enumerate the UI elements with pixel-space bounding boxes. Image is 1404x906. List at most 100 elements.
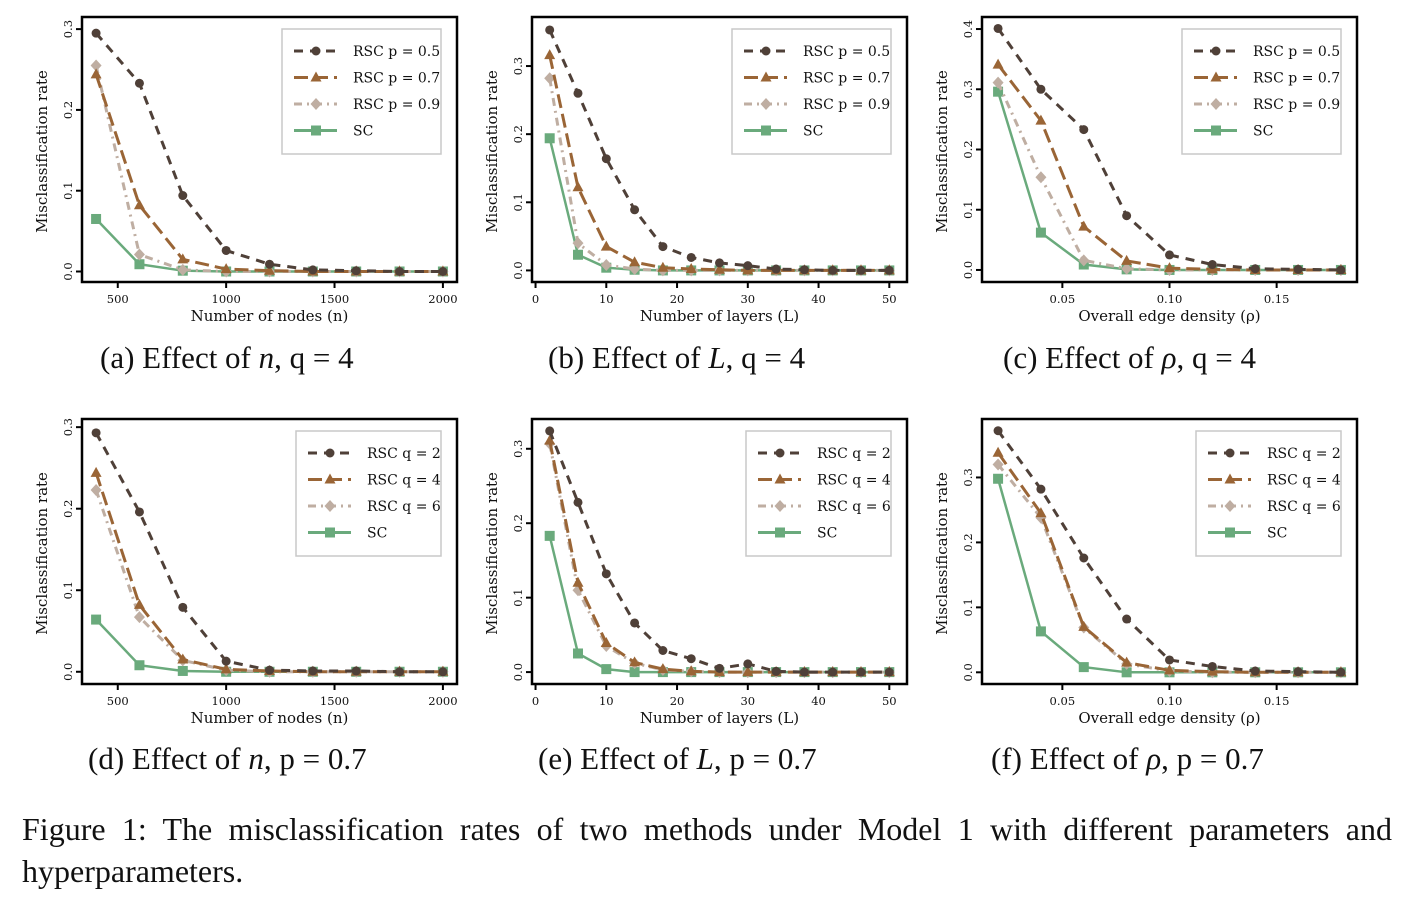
y-axis-label: Misclassification rate [33,472,51,635]
data-point [743,261,753,271]
y-tick-label: 0.3 [511,57,525,75]
subcaption-var: ρ [1161,340,1177,375]
y-tick-label: 0.3 [961,468,975,486]
data-point [1079,125,1089,135]
plot-frame [530,15,909,284]
legend-marker [325,527,335,538]
data-point [264,264,275,275]
y-tick-label: 0.1 [61,581,75,599]
series-rsc-q-2 [91,428,448,677]
data-point [1078,254,1090,267]
x-axis-label: Number of layers (L) [640,709,799,727]
data-point [1250,666,1260,676]
legend-label: SC [1253,124,1273,140]
y-tick-label: 0.1 [511,193,525,211]
data-point [395,266,405,276]
data-point [178,602,188,612]
data-point [544,530,555,541]
data-point [629,667,640,678]
data-point [265,259,274,269]
legend-item: RSC q = 6 [308,499,441,515]
data-point [658,646,668,656]
x-tick-label: 0.05 [1050,292,1076,306]
data-point [1035,227,1046,238]
data-point [799,265,809,275]
y-tick-label: 0.4 [961,20,975,38]
legend-marker [310,71,322,82]
chart-d: 0.0 0.1 0.2 0.3 500 1000 1500 2000 Number of nod… [33,417,459,727]
chart-panel-d: 0.0 0.1 0.2 0.3 500 1000 1500 2000 Number of nod… [30,410,480,730]
subcaption-text: (b) Effect of [548,340,709,375]
x-tick-label: 40 [811,694,826,708]
legend-box [745,430,892,557]
x-tick-label: 500 [107,694,129,708]
y-tick-label: 0.1 [511,589,525,607]
data-point [715,663,724,673]
data-point [686,252,696,262]
y-tick-label: 0.2 [511,125,525,143]
subcaption-a: (a) Effect of n, q = 4 [100,340,354,376]
y-tick-label: 0.2 [961,533,975,551]
data-point [438,667,448,677]
data-point [1293,667,1303,677]
data-point [177,253,189,264]
x-tick-label: 0.10 [1157,694,1183,708]
data-point [884,667,894,677]
data-point [134,259,145,270]
data-point [221,245,231,255]
legend-box [295,430,442,557]
data-point [1035,626,1046,637]
chart-panel-a: 0.0 0.1 0.2 0.3 500 1000 1500 2000 Number of nod… [30,8,480,328]
legend: RSC p = 0.5 RSC p = 0.7 RSC p = 0.9 SC [731,28,892,155]
x-tick-label: 1500 [320,694,349,708]
data-point [178,191,188,201]
legend-item: RSC p = 0.7 [294,71,440,87]
data-point [351,666,361,676]
data-point [177,665,188,676]
data-point [828,667,838,677]
data-point [600,258,612,271]
chart-panel-e: 0.0 0.1 0.2 0.3 0 10 20 30 40 50 Number of layers … [480,410,930,730]
data-point [657,261,669,272]
legend-label: RSC q = 4 [367,473,441,489]
legend-label: SC [817,526,837,542]
data-point [1078,220,1090,231]
data-point [220,263,232,274]
data-point [134,660,145,671]
legend-label: RSC p = 0.7 [803,71,890,87]
legend-marker [324,473,336,484]
legend-box [731,28,892,155]
data-point [630,618,640,628]
legend-label: SC [353,124,373,140]
y-tick-label: 0.2 [511,514,525,532]
chart-b: 0.0 0.1 0.2 0.3 0 10 20 30 40 50 Number of layers … [483,15,909,325]
data-point [1165,655,1174,665]
data-point [133,598,145,609]
data-point [685,665,697,676]
y-tick-label: 0.2 [961,140,975,158]
y-axis-label: Misclassification rate [483,70,501,233]
legend-marker [760,71,772,82]
legend-label: RSC q = 4 [817,473,891,489]
legend-marker [774,473,786,484]
data-point [134,78,144,88]
data-point [1036,84,1046,94]
chart-panel-f: 0.0 0.1 0.2 0.3 0.05 0.10 0.15 Overall edge den… [930,410,1380,730]
data-point [91,213,102,224]
legend-item: SC [744,124,823,140]
legend-label: RSC p = 0.9 [1253,97,1340,113]
data-point [573,88,583,98]
legend-item: SC [758,526,837,542]
y-axis-label: Misclassification rate [483,472,501,635]
data-point [1079,553,1089,563]
x-tick-label: 0.05 [1050,694,1076,708]
data-point [544,49,556,60]
chart-c: 0.0 0.1 0.2 0.3 0.4 0.05 0.10 0.15 Overall edge … [933,15,1359,325]
data-point [992,58,1004,69]
legend-item: RSC q = 2 [758,446,891,462]
data-point [544,434,556,445]
y-tick-label: 0.0 [61,663,75,681]
x-tick-label: 0 [532,292,539,306]
series-line [94,32,443,273]
y-axis-label: Misclassification rate [33,70,51,233]
